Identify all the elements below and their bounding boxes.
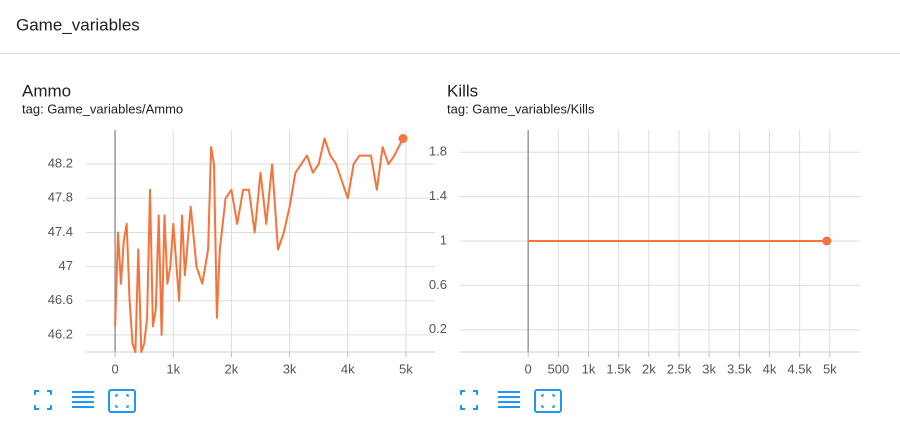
fit-icon [115,394,129,408]
fit-icon [541,394,555,408]
x-tick-label: 2k [642,361,656,376]
x-tick-label: 1k [582,361,596,376]
x-tick-label: 5k [823,361,837,376]
x-tick-label: 2k [225,361,239,376]
y-tick-label: 47 [59,258,73,273]
last-point [822,236,832,246]
x-tick-label: 4.5k [787,361,812,376]
section-title: Game_variables [16,15,140,34]
fullscreen-button[interactable] [34,390,52,410]
y-tick-label: 0.6 [429,277,447,292]
toggle-log-button[interactable] [72,391,94,408]
toolbar [34,389,562,413]
chart-title: Kills [447,81,478,100]
x-tick-label: 4k [763,361,777,376]
x-tick-label: 500 [547,361,569,376]
y-tick-label: 47.8 [48,190,73,205]
x-tick-label: 3k [702,361,716,376]
y-tick-label: 0.2 [429,321,447,336]
y-tick-label: 46.6 [48,292,73,307]
x-tick-label: 3.5k [727,361,752,376]
last-point [398,134,408,144]
x-tick-label: 0 [525,361,532,376]
chart-title: Ammo [22,81,71,100]
y-tick-label: 46.2 [48,326,73,341]
chart-subtitle: tag: Game_variables/Ammo [22,101,183,116]
x-tick-label: 3k [283,361,297,376]
y-tick-label: 47.4 [48,224,73,239]
y-tick-label: 1.8 [429,144,447,159]
x-tick-label: 0 [111,361,118,376]
chart-subtitle: tag: Game_variables/Kills [447,101,595,116]
fit-domain-button[interactable] [108,389,136,413]
toggle-log-button[interactable] [498,391,520,408]
x-tick-label: 5k [399,361,413,376]
y-tick-label: 1.4 [429,188,447,203]
y-tick-label: 1 [440,232,447,247]
series-line [114,137,404,353]
x-tick-label: 1k [166,361,180,376]
x-tick-label: 4k [341,361,355,376]
x-tick-label: 2.5k [667,361,692,376]
x-tick-label: 1.5k [606,361,631,376]
fullscreen-button[interactable] [460,390,478,410]
fit-domain-button[interactable] [534,389,562,413]
y-tick-label: 48.2 [48,156,73,171]
